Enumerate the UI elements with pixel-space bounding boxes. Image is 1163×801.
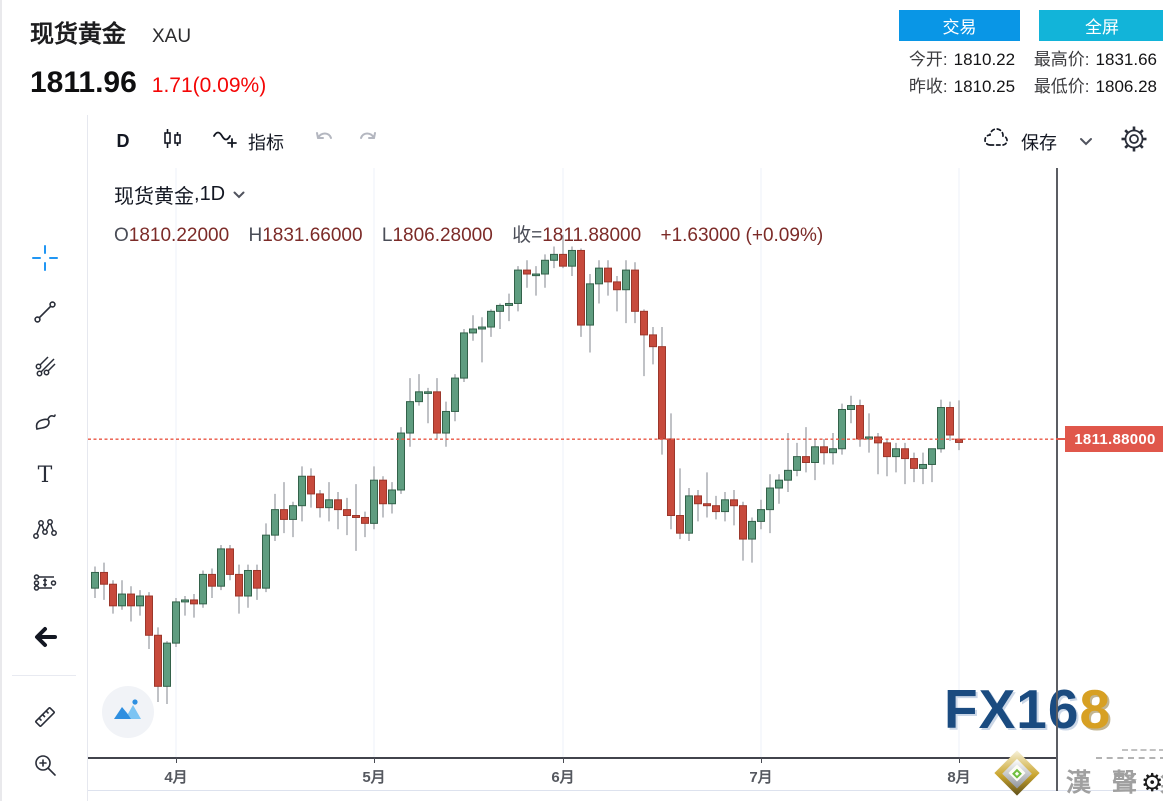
price-change: 1.71(0.09%) bbox=[151, 74, 267, 97]
symbol-code: XAU bbox=[152, 26, 192, 47]
xabcd-pattern-icon bbox=[32, 516, 58, 547]
cloud-dashed-icon bbox=[982, 125, 1014, 158]
drawing-toolbar: T bbox=[2, 115, 88, 801]
indicators-label: 指标 bbox=[248, 132, 284, 153]
time-axis-month-label: 4月 bbox=[164, 769, 188, 786]
tool-trendline[interactable] bbox=[28, 297, 62, 331]
tool-projection[interactable] bbox=[28, 568, 62, 602]
today-open-value: 1810.22 bbox=[953, 50, 1016, 69]
last-price-label: 1811.88000 bbox=[1056, 426, 1163, 453]
pitchfork-icon bbox=[32, 354, 58, 385]
watermark-logo-button[interactable] bbox=[102, 686, 154, 738]
redo-icon bbox=[354, 126, 380, 157]
redo-button[interactable] bbox=[354, 126, 380, 157]
trend-line-icon bbox=[32, 299, 58, 330]
save-label: 保存 bbox=[1021, 132, 1057, 153]
interval-button[interactable]: D bbox=[116, 131, 130, 151]
text-tool-icon: T bbox=[32, 462, 58, 493]
diamond-layer bbox=[1008, 764, 1026, 782]
brush-icon bbox=[32, 409, 58, 440]
low-label: 最低价: bbox=[1033, 77, 1090, 96]
gear-sun-icon: ⚙ bbox=[1140, 769, 1163, 797]
crosshair-icon bbox=[30, 243, 60, 278]
diamond-green-core bbox=[1012, 768, 1022, 778]
symbol-name: 现货黄金 bbox=[30, 21, 126, 48]
chart-toolbar: D 指标 bbox=[88, 115, 1163, 168]
high-value: 1831.66 bbox=[1095, 50, 1157, 69]
hansheng-watermark: 漢 聲⚙集 團 bbox=[1066, 763, 1163, 799]
price-axis-border[interactable] bbox=[1056, 168, 1058, 791]
indicators-button[interactable]: 指标 bbox=[210, 124, 284, 159]
current-price: 1811.96 bbox=[30, 66, 137, 99]
hansheng-text-2: 集 團 bbox=[1160, 769, 1163, 797]
price-row: 1811.96 1.71(0.09%) bbox=[30, 66, 266, 100]
chart-style-button[interactable] bbox=[158, 125, 186, 158]
low-value: 1806.28 bbox=[1095, 77, 1157, 96]
time-axis-month-label: 7月 bbox=[749, 769, 773, 786]
time-axis-tick bbox=[176, 757, 177, 763]
undo-icon bbox=[312, 126, 338, 157]
zoom-in-icon bbox=[31, 751, 59, 784]
candlestick-chart[interactable] bbox=[88, 168, 1056, 757]
daily-stats: 今开: 1810.22 最高价: 1831.66 昨收: 1810.25 最低价: 18… bbox=[909, 46, 1157, 100]
prev-close-value: 1810.25 bbox=[953, 77, 1016, 96]
ruler-icon bbox=[31, 703, 59, 736]
trade-button[interactable]: 交易 bbox=[899, 10, 1020, 41]
tool-crosshair[interactable] bbox=[28, 243, 62, 277]
save-dropdown-button[interactable] bbox=[1079, 133, 1093, 151]
settings-button[interactable] bbox=[1119, 124, 1149, 159]
stats-row-1: 今开: 1810.22 最高价: 1831.66 bbox=[909, 46, 1157, 73]
undo-button[interactable] bbox=[312, 126, 338, 157]
projection-icon bbox=[32, 570, 58, 601]
save-button[interactable]: 保存 bbox=[982, 125, 1057, 158]
fx168-blue-text: FX16 bbox=[944, 678, 1080, 740]
symbol-header: 现货黄金 XAU bbox=[30, 14, 191, 49]
time-axis-month-label: 6月 bbox=[551, 769, 575, 786]
stats-row-2: 昨收: 1810.25 最低价: 1806.28 bbox=[909, 73, 1157, 100]
prev-close-label: 昨收: bbox=[908, 77, 948, 96]
time-axis-tick bbox=[563, 757, 564, 763]
svg-text:T: T bbox=[38, 463, 53, 488]
arrow-back-icon bbox=[31, 623, 59, 656]
chart-pane[interactable] bbox=[88, 168, 1056, 757]
time-axis-month-label: 8月 bbox=[947, 769, 971, 786]
toolbar-right-group: 保存 bbox=[982, 124, 1163, 159]
indicator-wave-plus-icon bbox=[210, 124, 240, 159]
tool-arrow-back[interactable] bbox=[28, 622, 62, 656]
gear-icon bbox=[1119, 124, 1149, 159]
fx168-gold-text: 8 bbox=[1079, 678, 1112, 740]
chevron-down-icon bbox=[1079, 133, 1093, 151]
bottom-divider bbox=[88, 790, 1163, 791]
sidebar-divider bbox=[12, 675, 76, 676]
tool-brush[interactable] bbox=[28, 407, 62, 441]
chart-mountain-icon bbox=[111, 695, 145, 730]
fullscreen-button[interactable]: 全屏 bbox=[1039, 10, 1163, 41]
tool-pattern[interactable] bbox=[28, 514, 62, 548]
time-axis-tick bbox=[761, 757, 762, 763]
time-axis-tick bbox=[959, 757, 960, 763]
time-axis-border bbox=[88, 757, 1058, 759]
high-label: 最高价: bbox=[1033, 50, 1090, 69]
tool-measure[interactable] bbox=[28, 702, 62, 736]
time-axis-month-label: 5月 bbox=[362, 769, 386, 786]
fx168-watermark: FX168 bbox=[944, 680, 1111, 738]
time-axis-border-dashed bbox=[1096, 757, 1163, 759]
candlestick-style-icon bbox=[158, 125, 186, 158]
decorative-dashes bbox=[1122, 749, 1163, 751]
tool-zoom-in[interactable] bbox=[28, 750, 62, 784]
today-open-label: 今开: bbox=[908, 50, 948, 69]
tool-pitchfork[interactable] bbox=[28, 352, 62, 386]
diamond-layer bbox=[1002, 758, 1032, 788]
tool-text[interactable]: T bbox=[28, 460, 62, 494]
time-axis-tick bbox=[374, 757, 375, 763]
hansheng-text-1: 漢 聲 bbox=[1066, 769, 1144, 797]
time-axis[interactable]: 4月 5月 6月 7月 8月 bbox=[88, 757, 1163, 801]
